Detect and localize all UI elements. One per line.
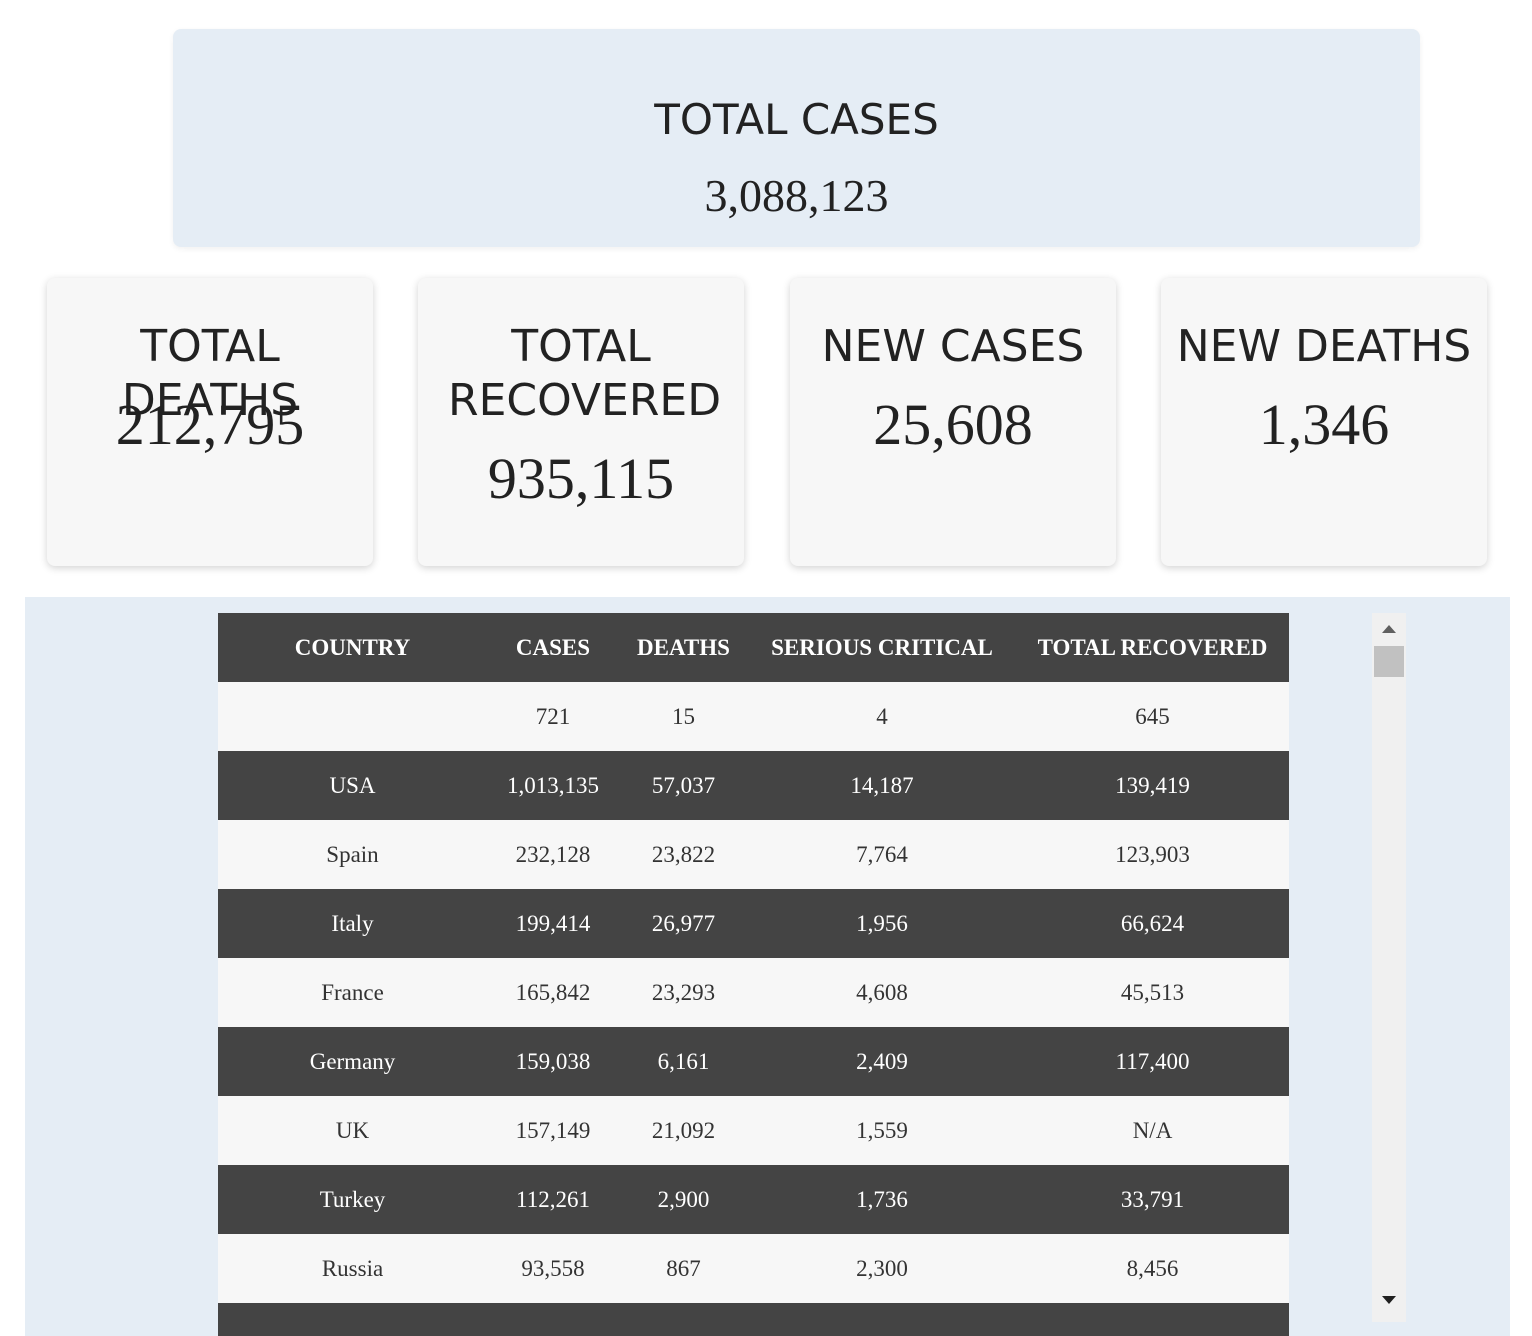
serious-critical-cell: 1,559 xyxy=(856,1117,908,1143)
scroll-down-arrow-icon[interactable] xyxy=(1382,1296,1396,1304)
cases-cell: 93,558 xyxy=(521,1255,585,1281)
new-cases-value: 25,608 xyxy=(873,392,1033,457)
total-cases-panel: TOTAL CASES 3,088,123 xyxy=(173,29,1420,247)
column-header-cases: CASES xyxy=(515,634,591,660)
total-recovered-label: TOTAL RECOVERED xyxy=(448,321,722,426)
serious-critical-cell xyxy=(748,1303,1016,1336)
total-recovered-cell: 645 xyxy=(1135,703,1170,729)
deaths-cell xyxy=(619,1303,748,1336)
deaths-cell: 2,900 xyxy=(657,1186,710,1212)
serious-critical-cell: 7,764 xyxy=(856,841,908,867)
cases-cell: 199,414 xyxy=(515,910,591,936)
deaths-cell: 6,161 xyxy=(657,1048,710,1074)
new-deaths-card: NEW DEATHS 1,346 xyxy=(1161,278,1487,566)
cases-cell xyxy=(487,1303,619,1336)
new-cases-label: NEW CASES xyxy=(821,321,1085,372)
table-row: Spain 232,128 23,822 7,764 123,903 xyxy=(218,820,1289,889)
serious-critical-cell: 1,736 xyxy=(856,1186,908,1212)
deaths-cell: 867 xyxy=(666,1255,701,1281)
serious-critical-cell: 2,300 xyxy=(856,1255,908,1281)
serious-critical-cell: 4 xyxy=(876,703,888,729)
total-cases-value: 3,088,123 xyxy=(704,170,889,221)
total-recovered-value: 935,115 xyxy=(487,446,675,511)
total-recovered-cell: 123,903 xyxy=(1115,841,1190,867)
table-scrollbar[interactable] xyxy=(1372,613,1406,1322)
total-deaths-label: TOTAL DEATHS xyxy=(121,321,299,426)
scrollbar-thumb[interactable] xyxy=(1374,646,1404,677)
table-row: USA 1,013,135 57,037 14,187 139,419 xyxy=(218,751,1289,820)
total-recovered-cell: 33,791 xyxy=(1120,1186,1185,1212)
cases-cell: 112,261 xyxy=(516,1186,590,1212)
country-cell: Italy xyxy=(331,910,374,936)
table-row xyxy=(218,1303,1289,1336)
total-recovered-cell xyxy=(1016,1303,1289,1336)
total-recovered-cell: 139,419 xyxy=(1115,772,1190,798)
deaths-cell: 23,293 xyxy=(651,979,716,1005)
cases-cell: 1,013,135 xyxy=(507,772,599,798)
table-row: Germany 159,038 6,161 2,409 117,400 xyxy=(218,1027,1289,1096)
country-cell xyxy=(218,682,487,751)
serious-critical-cell: 4,608 xyxy=(856,979,908,1005)
total-recovered-cell: 45,513 xyxy=(1120,979,1185,1005)
country-cell: USA xyxy=(329,772,376,798)
country-cell: Germany xyxy=(309,1048,396,1074)
table-row: Turkey 112,261 2,900 1,736 33,791 xyxy=(218,1165,1289,1234)
total-recovered-cell: 66,624 xyxy=(1120,910,1185,936)
total-deaths-card: TOTAL DEATHS 212,795 xyxy=(47,278,373,566)
column-header-country: COUNTRY xyxy=(294,634,411,660)
table-row: France 165,842 23,293 4,608 45,513 xyxy=(218,958,1289,1027)
total-cases-label: TOTAL CASES xyxy=(654,95,939,144)
table-row: Italy 199,414 26,977 1,956 66,624 xyxy=(218,889,1289,958)
cases-cell: 159,038 xyxy=(515,1048,591,1074)
deaths-cell: 15 xyxy=(672,703,695,729)
column-header-total-recovered: TOTAL RECOVERED xyxy=(1037,634,1268,660)
total-recovered-cell: 117,400 xyxy=(1115,1048,1190,1074)
country-cell: Turkey xyxy=(319,1186,386,1212)
deaths-cell: 57,037 xyxy=(651,772,716,798)
country-cell: France xyxy=(321,979,384,1005)
total-recovered-card: TOTAL RECOVERED 935,115 xyxy=(418,278,744,566)
total-recovered-cell: 8,456 xyxy=(1126,1255,1179,1281)
new-deaths-label: NEW DEATHS xyxy=(1176,321,1472,372)
column-header-serious-critical: SERIOUS CRITICAL xyxy=(771,634,993,660)
serious-critical-cell: 14,187 xyxy=(850,772,914,798)
cases-cell: 157,149 xyxy=(515,1117,591,1143)
deaths-cell: 23,822 xyxy=(651,841,716,867)
country-cell xyxy=(218,1303,487,1336)
country-cell: Spain xyxy=(326,841,379,867)
new-cases-card: NEW CASES 25,608 xyxy=(790,278,1116,566)
scroll-up-arrow-icon[interactable] xyxy=(1382,625,1396,633)
table-row: 721 15 4 645 xyxy=(218,682,1289,751)
country-cell: Russia xyxy=(321,1255,384,1281)
deaths-cell: 26,977 xyxy=(651,910,716,936)
deaths-cell: 21,092 xyxy=(651,1117,716,1143)
serious-critical-cell: 1,956 xyxy=(856,910,908,936)
serious-critical-cell: 2,409 xyxy=(856,1048,908,1074)
table-row: Russia 93,558 867 2,300 8,456 xyxy=(218,1234,1289,1303)
country-table-panel[interactable]: COUNTRY CASES DEATHS SERIOUS CRITICAL TO… xyxy=(25,597,1510,1336)
cases-cell: 232,128 xyxy=(515,841,591,867)
table-row: UK 157,149 21,092 1,559 N/A xyxy=(218,1096,1289,1165)
cases-cell: 721 xyxy=(535,703,571,729)
total-recovered-cell: N/A xyxy=(1132,1117,1173,1143)
total-deaths-value: 212,795 xyxy=(115,392,305,457)
country-stats-table: COUNTRY CASES DEATHS SERIOUS CRITICAL TO… xyxy=(218,613,1289,1336)
new-deaths-value: 1,346 xyxy=(1258,392,1390,457)
table-header-row: COUNTRY CASES DEATHS SERIOUS CRITICAL TO… xyxy=(218,613,1289,682)
country-cell: UK xyxy=(335,1117,370,1143)
column-header-deaths: DEATHS xyxy=(637,634,730,660)
cases-cell: 165,842 xyxy=(515,979,591,1005)
